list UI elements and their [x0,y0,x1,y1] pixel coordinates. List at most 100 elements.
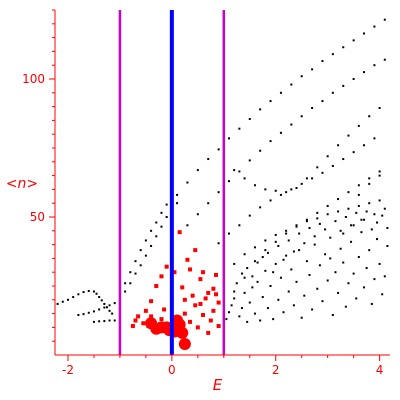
black-data-point [290,268,293,271]
black-data-point [207,158,210,161]
axes: E <n> [6,10,390,394]
black-data-point [277,298,280,301]
black-data-point [87,311,90,314]
black-data-point [295,187,298,190]
black-data-point [238,170,241,173]
black-data-point [98,308,101,311]
red-data-point [164,264,169,269]
red-data-point [193,303,198,308]
black-data-point [295,224,298,227]
black-data-point [326,155,329,158]
black-data-point [321,60,324,63]
black-data-point [266,251,269,254]
black-data-point [378,106,381,109]
y-axis-label: <n> [6,176,38,192]
red-data-point [149,299,154,304]
black-data-point [82,291,85,294]
black-data-point [251,275,254,278]
black-data-point [300,316,303,319]
black-data-point [259,149,262,152]
black-data-point [329,236,332,239]
black-data-point [357,256,360,259]
black-data-point [350,240,353,243]
red-data-point [203,296,208,301]
black-data-point [196,169,199,172]
black-data-point [368,182,371,185]
black-data-point [274,262,277,265]
black-data-point [373,137,376,140]
black-data-point [368,115,371,118]
black-data-point [305,218,308,221]
black-data-point [308,273,311,276]
black-data-point [370,228,373,231]
black-data-point [342,232,345,235]
black-data-point [331,53,334,56]
black-data-point [342,46,345,49]
black-data-point [326,213,329,216]
black-data-point [324,253,327,256]
black-data-point [360,218,363,221]
black-data-point [342,261,345,264]
black-data-point [139,264,142,267]
black-data-point [376,221,379,224]
black-data-point [108,319,111,322]
black-data-point [150,244,153,247]
black-data-point [337,210,340,213]
x-tick-label: 4 [376,363,384,377]
x-tick-label: -2 [62,363,74,377]
red-data-point [182,311,187,316]
red-data-point [211,308,216,313]
black-data-point [373,213,376,216]
black-data-point [355,297,358,300]
black-data-point [321,300,324,303]
black-data-point [238,224,241,227]
red-data-point [162,307,167,312]
black-data-point [259,108,262,111]
red-data-point [141,321,146,326]
black-data-point [176,193,179,196]
black-data-point [352,224,355,227]
black-data-point [386,244,389,247]
black-data-point [321,100,324,103]
black-data-point [316,287,319,290]
black-data-point [233,297,236,300]
black-data-point [324,228,327,231]
black-data-point [217,191,220,194]
red-data-point [198,277,203,282]
black-data-point [378,262,381,265]
black-data-point [305,260,308,263]
black-data-point [311,177,314,180]
red-data-point [193,248,198,253]
black-data-point [155,235,158,238]
black-data-point [124,282,127,285]
red-data-point [208,318,213,323]
black-data-point [279,91,282,94]
black-data-point [261,296,264,299]
black-data-point [227,180,230,183]
black-data-point [253,184,256,187]
red-data-point [185,257,190,262]
black-data-point [313,243,316,246]
black-data-point [243,291,246,294]
red-data-point [143,308,148,313]
black-data-point [347,134,350,137]
black-data-point [290,83,293,86]
black-data-point [311,308,314,311]
black-data-point [295,225,298,228]
black-data-point [111,312,114,315]
black-data-point [248,214,251,217]
black-data-point [103,302,106,305]
black-data-point [303,294,306,297]
black-data-point [352,39,355,42]
plot-area [56,18,389,350]
black-data-point [243,276,246,279]
black-data-point [269,285,272,287]
x-tick-label: 2 [272,363,280,377]
black-data-point [240,272,243,275]
black-data-point [285,191,288,194]
black-data-point [373,25,376,28]
y-tick-label: 50 [30,210,45,224]
red-data-point [130,324,135,329]
red-data-point [182,297,187,302]
black-data-point [305,177,308,180]
